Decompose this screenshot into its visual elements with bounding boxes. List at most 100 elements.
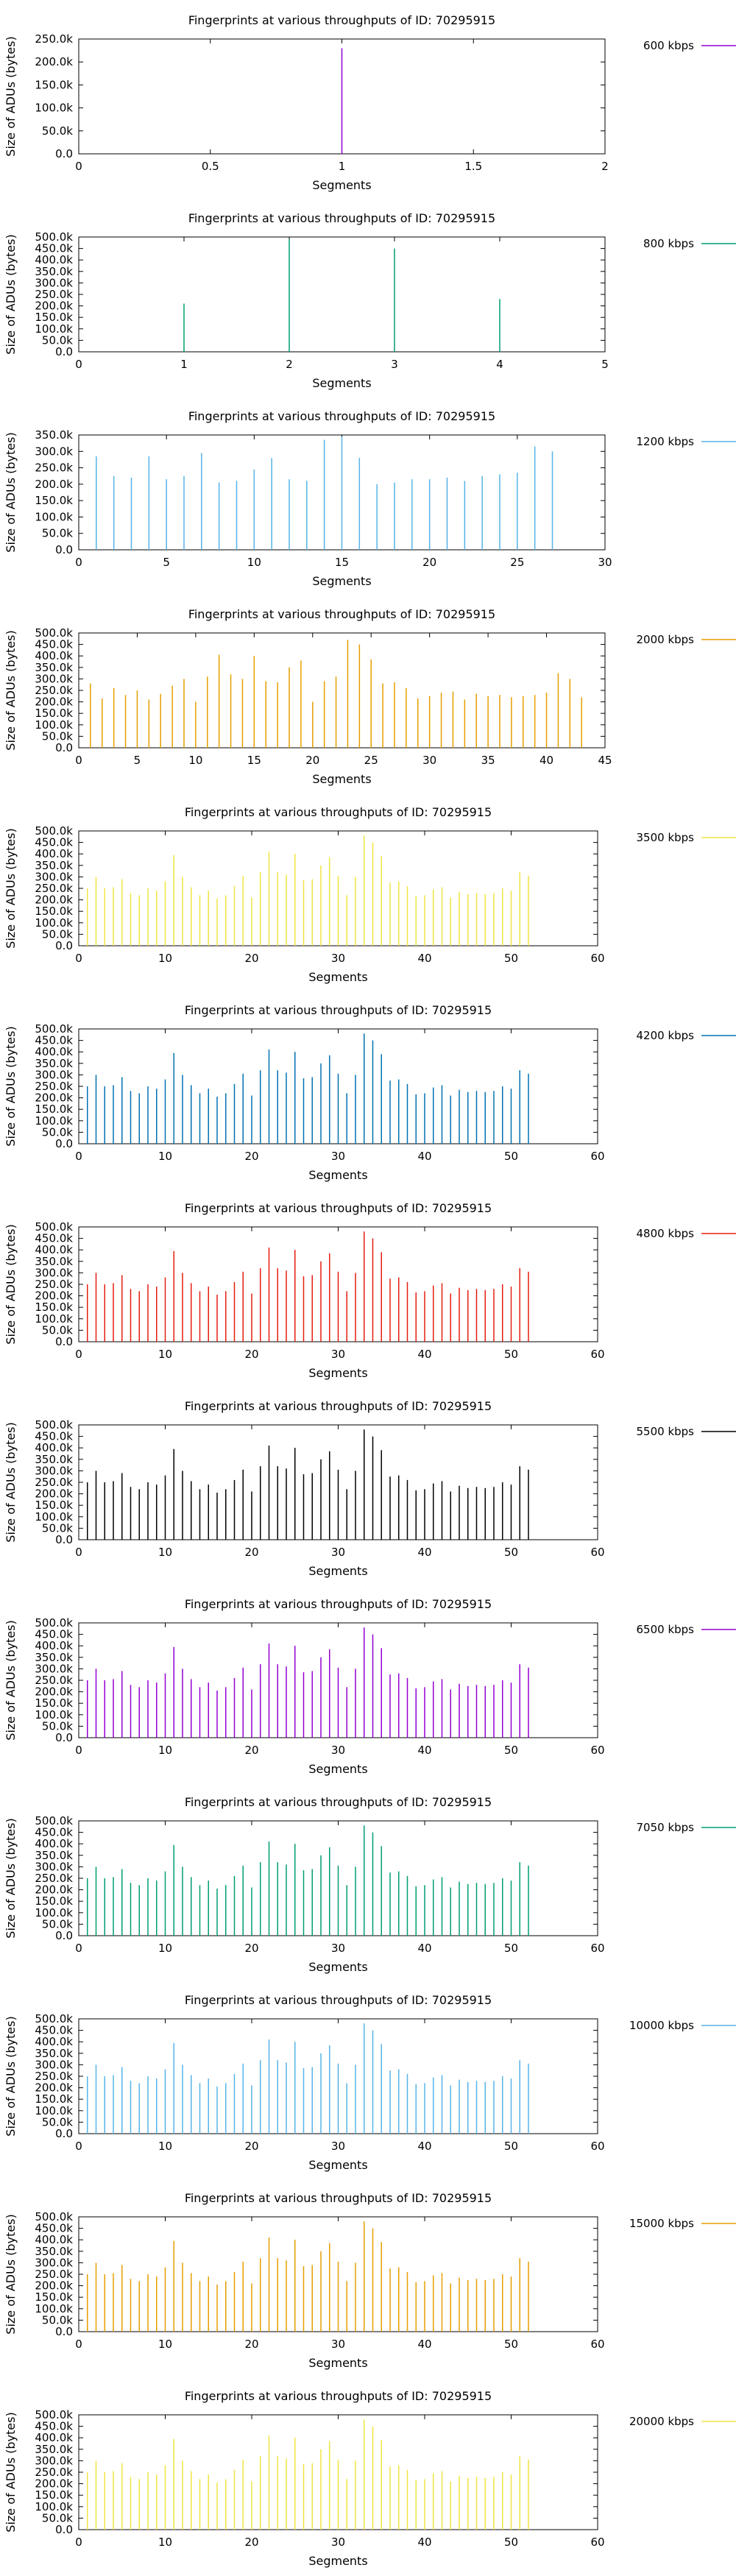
x-tick-label: 3 <box>391 358 398 371</box>
y-tick-label: 500.0k <box>35 2408 73 2421</box>
legend-label: 2000 kbps <box>637 633 695 646</box>
chart-panel: Fingerprints at various throughputs of I… <box>4 2191 736 2370</box>
y-tick-label: 500.0k <box>35 1616 73 1630</box>
y-tick-label: 50.0k <box>42 333 73 347</box>
chart-title: Fingerprints at various throughputs of I… <box>185 1399 492 1413</box>
x-tick-label: 0 <box>75 1942 82 1955</box>
x-tick-label: 2 <box>601 160 609 173</box>
chart-panel: Fingerprints at various throughputs of I… <box>4 211 736 390</box>
x-tick-label: 10 <box>158 1348 172 1361</box>
x-axis-label: Segments <box>308 2554 367 2568</box>
x-tick-label: 20 <box>305 754 319 767</box>
y-tick-label: 350.0k <box>35 1255 73 1268</box>
x-tick-label: 1 <box>180 358 188 371</box>
x-tick-label: 20 <box>244 2338 258 2351</box>
x-axis-label: Segments <box>308 2356 367 2370</box>
x-tick-label: 50 <box>504 1348 518 1361</box>
y-tick-label: 500.0k <box>35 1814 73 1827</box>
x-tick-label: 60 <box>590 2338 604 2351</box>
chart-panel: Fingerprints at various throughputs of I… <box>4 2389 736 2568</box>
x-axis-label: Segments <box>308 1960 367 1974</box>
y-tick-label: 0.0 <box>55 2523 73 2536</box>
chart-title: Fingerprints at various throughputs of I… <box>185 805 492 819</box>
y-tick-label: 100.0k <box>35 322 73 336</box>
legend-label: 6500 kbps <box>637 1623 695 1636</box>
y-tick-label: 500.0k <box>35 1022 73 1036</box>
chart-title: Fingerprints at various throughputs of I… <box>185 1003 492 1017</box>
x-tick-label: 50 <box>504 2140 518 2153</box>
y-tick-label: 500.0k <box>35 230 73 244</box>
x-tick-label: 1.5 <box>464 160 482 173</box>
y-tick-label: 500.0k <box>35 824 73 838</box>
y-tick-label: 0.0 <box>55 939 73 952</box>
y-tick-label: 400.0k <box>35 2035 73 2048</box>
y-tick-label: 350.0k <box>35 1849 73 1862</box>
x-tick-label: 60 <box>590 1348 604 1361</box>
x-tick-label: 50 <box>504 1744 518 1757</box>
plot-frame <box>78 236 606 353</box>
x-tick-label: 0 <box>75 952 82 965</box>
y-tick-label: 250.0k <box>35 1476 73 1489</box>
x-tick-label: 30 <box>331 1744 345 1757</box>
legend-label: 20000 kbps <box>629 2415 694 2428</box>
y-tick-label: 250.0k <box>35 32 73 46</box>
y-tick-label: 300.0k <box>35 1662 73 1675</box>
legend-label: 5500 kbps <box>637 1425 695 1438</box>
y-tick-label: 50.0k <box>42 124 73 138</box>
y-tick-label: 150.0k <box>35 707 73 720</box>
x-axis-label: Segments <box>308 970 367 984</box>
x-tick-label: 4 <box>496 358 503 371</box>
y-tick-label: 400.0k <box>35 2431 73 2444</box>
y-tick-label: 200.0k <box>35 696 73 709</box>
x-tick-label: 40 <box>417 952 431 965</box>
x-tick-label: 10 <box>158 2338 172 2351</box>
chart-panel: Fingerprints at various throughputs of I… <box>4 409 736 588</box>
x-tick-label: 40 <box>417 1546 431 1559</box>
y-tick-label: 250.0k <box>35 882 73 895</box>
y-tick-label: 0.0 <box>55 2127 73 2140</box>
y-tick-label: 400.0k <box>35 1441 73 1454</box>
x-tick-label: 0 <box>75 2338 82 2351</box>
x-axis-label: Segments <box>312 376 371 390</box>
y-tick-label: 100.0k <box>35 2104 73 2117</box>
y-tick-label: 400.0k <box>35 253 73 266</box>
x-tick-label: 50 <box>504 2536 518 2549</box>
y-tick-label: 250.0k <box>35 461 73 475</box>
x-tick-label: 40 <box>417 2140 431 2153</box>
y-tick-label: 250.0k <box>35 2466 73 2479</box>
y-tick-label: 300.0k <box>35 870 73 883</box>
x-tick-label: 0 <box>75 2140 82 2153</box>
y-tick-label: 100.0k <box>35 102 73 115</box>
y-tick-label: 50.0k <box>42 1917 73 1931</box>
y-tick-label: 400.0k <box>35 2233 73 2246</box>
y-tick-label: 100.0k <box>35 1312 73 1326</box>
y-tick-label: 150.0k <box>35 311 73 324</box>
x-tick-label: 30 <box>331 1150 345 1163</box>
y-tick-label: 0.0 <box>55 1929 73 1942</box>
y-tick-label: 50.0k <box>42 1125 73 1139</box>
y-tick-label: 50.0k <box>42 1521 73 1535</box>
x-tick-label: 0 <box>75 358 82 371</box>
y-tick-label: 50.0k <box>42 2115 73 2129</box>
x-tick-label: 20 <box>422 556 436 569</box>
y-tick-label: 500.0k <box>35 1220 73 1234</box>
x-tick-label: 30 <box>331 2338 345 2351</box>
y-tick-label: 350.0k <box>35 1057 73 1070</box>
y-tick-label: 450.0k <box>35 2420 73 2433</box>
x-tick-label: 30 <box>331 1348 345 1361</box>
x-tick-label: 10 <box>158 1942 172 1955</box>
legend-label: 4800 kbps <box>637 1227 695 1240</box>
y-tick-label: 350.0k <box>35 1651 73 1664</box>
y-axis-label: Size of ADUs (bytes) <box>4 2214 18 2334</box>
y-tick-label: 450.0k <box>35 1232 73 1245</box>
y-tick-label: 100.0k <box>35 510 73 523</box>
y-tick-label: 250.0k <box>35 1674 73 1687</box>
y-tick-label: 50.0k <box>42 2313 73 2326</box>
y-tick-label: 350.0k <box>35 2443 73 2456</box>
y-tick-label: 300.0k <box>35 1464 73 1477</box>
x-tick-label: 60 <box>590 1942 604 1955</box>
y-tick-label: 200.0k <box>35 2477 73 2491</box>
chart-title: Fingerprints at various throughputs of I… <box>185 2191 492 2205</box>
chart-panel: Fingerprints at various throughputs of I… <box>4 1201 736 1380</box>
x-tick-label: 0 <box>75 754 82 767</box>
